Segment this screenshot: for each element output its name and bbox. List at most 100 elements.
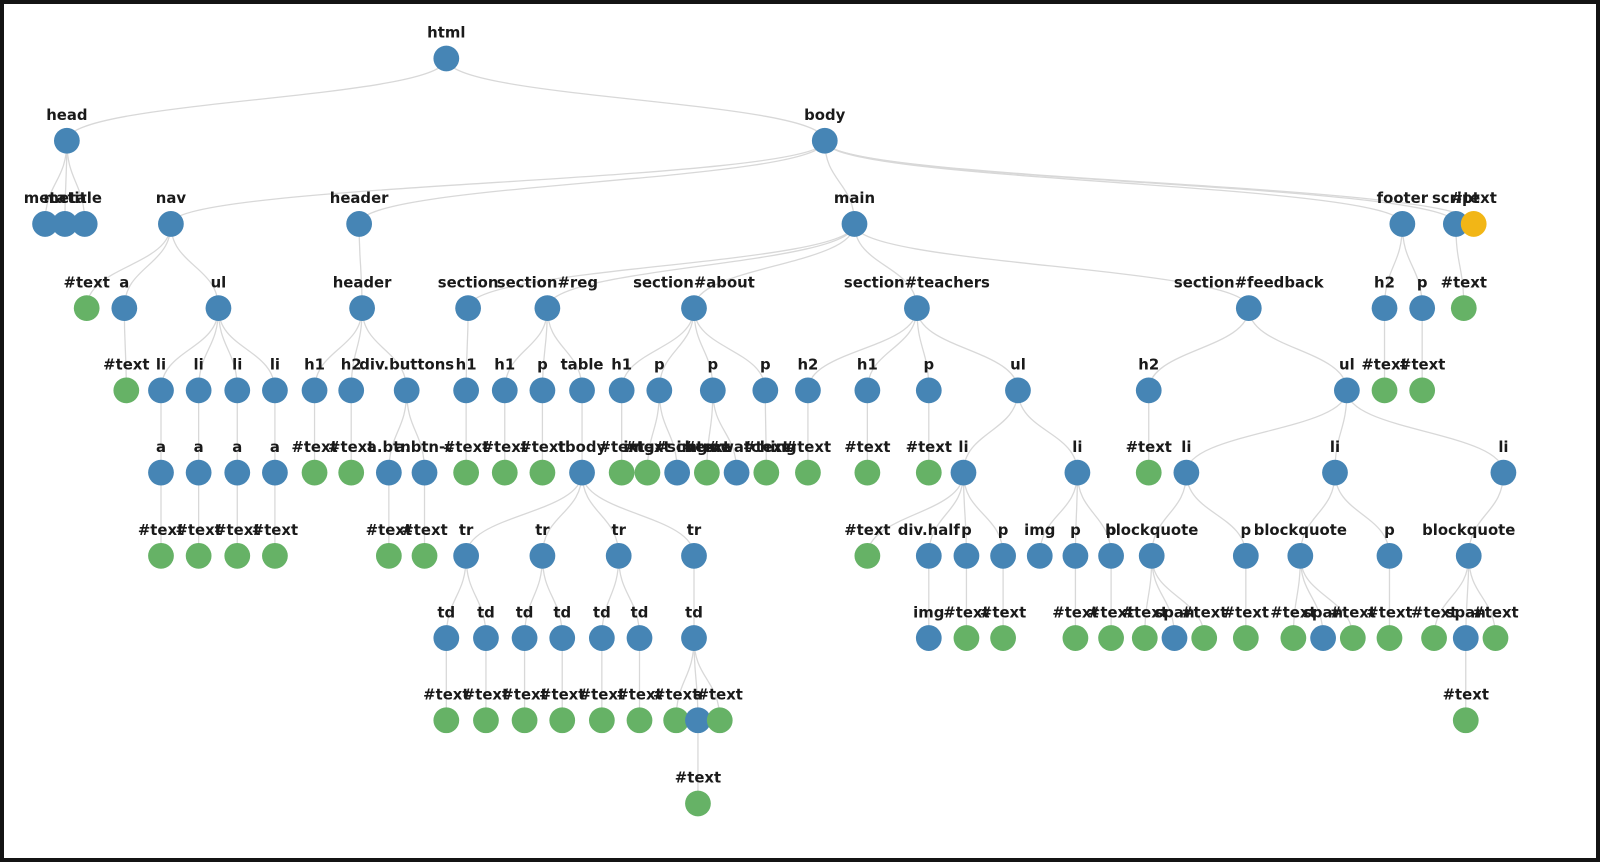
element-node-p[interactable] [699, 377, 726, 404]
text-node-#text[interactable] [1232, 625, 1259, 651]
text-node-#text[interactable] [1371, 377, 1398, 404]
element-node-header[interactable] [346, 211, 373, 237]
element-node-tr[interactable] [605, 542, 632, 569]
element-node-main[interactable] [841, 211, 868, 237]
text-node-#text[interactable] [915, 459, 942, 486]
element-node-a[interactable] [685, 707, 711, 734]
element-node-h2[interactable] [795, 377, 821, 404]
text-node-#text[interactable] [685, 790, 711, 817]
text-node-#text[interactable] [1191, 625, 1218, 651]
element-node-p[interactable] [646, 377, 673, 404]
text-node-#text[interactable] [1450, 295, 1477, 322]
element-node-meta[interactable] [32, 211, 58, 237]
element-node-img#scheme[interactable] [664, 459, 691, 486]
text-node-#text[interactable] [608, 459, 635, 486]
element-node-table[interactable] [569, 377, 595, 404]
element-node-script[interactable] [1442, 211, 1469, 237]
element-node-li[interactable] [148, 377, 174, 404]
element-node-a[interactable] [224, 459, 251, 486]
element-node-header[interactable] [349, 295, 375, 322]
element-node-h1[interactable] [453, 377, 480, 404]
element-node-p[interactable] [752, 377, 779, 404]
element-node-p[interactable] [1098, 542, 1124, 569]
text-node-#text[interactable] [1280, 625, 1307, 651]
text-node-#text[interactable] [795, 459, 821, 486]
text-node-#text[interactable] [1131, 625, 1158, 651]
element-node-blockquote[interactable] [1138, 542, 1165, 569]
element-node-html[interactable] [433, 45, 460, 72]
element-node-div.half[interactable] [915, 542, 942, 569]
element-node-li[interactable] [1322, 459, 1348, 486]
text-node-#text[interactable] [453, 459, 480, 486]
element-node-title[interactable] [71, 211, 98, 237]
text-node-#text[interactable] [301, 459, 328, 486]
element-node-h2[interactable] [1371, 295, 1398, 322]
element-node-li[interactable] [1173, 459, 1200, 486]
text-node-#text[interactable] [473, 707, 499, 734]
element-node-h1[interactable] [301, 377, 328, 404]
element-node-ul[interactable] [1333, 377, 1360, 404]
element-node-head[interactable] [53, 127, 80, 154]
element-node-a[interactable] [262, 459, 288, 486]
element-node-li[interactable] [185, 377, 212, 404]
element-node-p[interactable] [1232, 542, 1259, 569]
element-node-a.btn[interactable] [375, 459, 402, 486]
text-node-#text[interactable] [185, 542, 212, 569]
text-node-#text[interactable] [1452, 707, 1479, 734]
text-node-#text[interactable] [626, 707, 653, 734]
element-node-h1[interactable] [491, 377, 518, 404]
text-node-#text[interactable] [1098, 625, 1124, 651]
element-node-blockquote[interactable] [1287, 542, 1314, 569]
element-node-td[interactable] [433, 625, 460, 651]
element-node-img#watching[interactable] [723, 459, 750, 486]
element-node-p[interactable] [529, 377, 556, 404]
element-node-li[interactable] [224, 377, 251, 404]
element-node-body[interactable] [811, 127, 838, 154]
element-node-a[interactable] [185, 459, 212, 486]
element-node-ul[interactable] [205, 295, 232, 322]
text-node-#text[interactable] [953, 625, 980, 651]
element-node-section#feedback[interactable] [1235, 295, 1262, 322]
text-node-#text[interactable] [262, 542, 288, 569]
element-node-section#about[interactable] [681, 295, 707, 322]
element-node-h2[interactable] [338, 377, 365, 404]
text-node-#text[interactable] [634, 459, 661, 486]
element-node-blockquote[interactable] [1455, 542, 1482, 569]
text-node-#text[interactable] [433, 707, 460, 734]
element-node-img[interactable] [915, 625, 942, 651]
text-node-#text[interactable] [511, 707, 538, 734]
text-node-#text[interactable] [1339, 625, 1366, 651]
element-node-h2[interactable] [1135, 377, 1162, 404]
element-node-span[interactable] [1310, 625, 1336, 651]
element-node-td[interactable] [681, 625, 707, 651]
element-node-img[interactable] [1026, 542, 1053, 569]
element-node-td[interactable] [511, 625, 538, 651]
text-node-#text[interactable] [693, 459, 720, 486]
element-node-span[interactable] [1452, 625, 1479, 651]
element-node-li[interactable] [1064, 459, 1091, 486]
text-node-#text[interactable] [588, 707, 615, 734]
element-node-td[interactable] [626, 625, 653, 651]
text-node-#text[interactable] [411, 542, 438, 569]
text-node-#text[interactable] [990, 625, 1016, 651]
element-node-section[interactable] [455, 295, 481, 322]
element-node-td[interactable] [549, 625, 576, 651]
element-node-ul[interactable] [1005, 377, 1031, 404]
text-node-#text[interactable] [1062, 625, 1089, 651]
element-node-td[interactable] [473, 625, 499, 651]
element-node-tr[interactable] [453, 542, 480, 569]
element-node-li[interactable] [950, 459, 977, 486]
element-node-p[interactable] [1376, 542, 1403, 569]
element-node-section#teachers[interactable] [904, 295, 930, 322]
element-node-p[interactable] [1062, 542, 1089, 569]
text-node-#text[interactable] [753, 459, 780, 486]
element-node-li[interactable] [262, 377, 288, 404]
element-node-tr[interactable] [681, 542, 707, 569]
element-node-td[interactable] [588, 625, 615, 651]
element-node-meta[interactable] [52, 211, 78, 237]
text-node-#text[interactable] [529, 459, 556, 486]
text-node-#text[interactable] [224, 542, 251, 569]
text-node-#text[interactable] [73, 295, 100, 322]
text-node-#text[interactable] [1135, 459, 1162, 486]
element-node-div.buttons[interactable] [393, 377, 420, 404]
